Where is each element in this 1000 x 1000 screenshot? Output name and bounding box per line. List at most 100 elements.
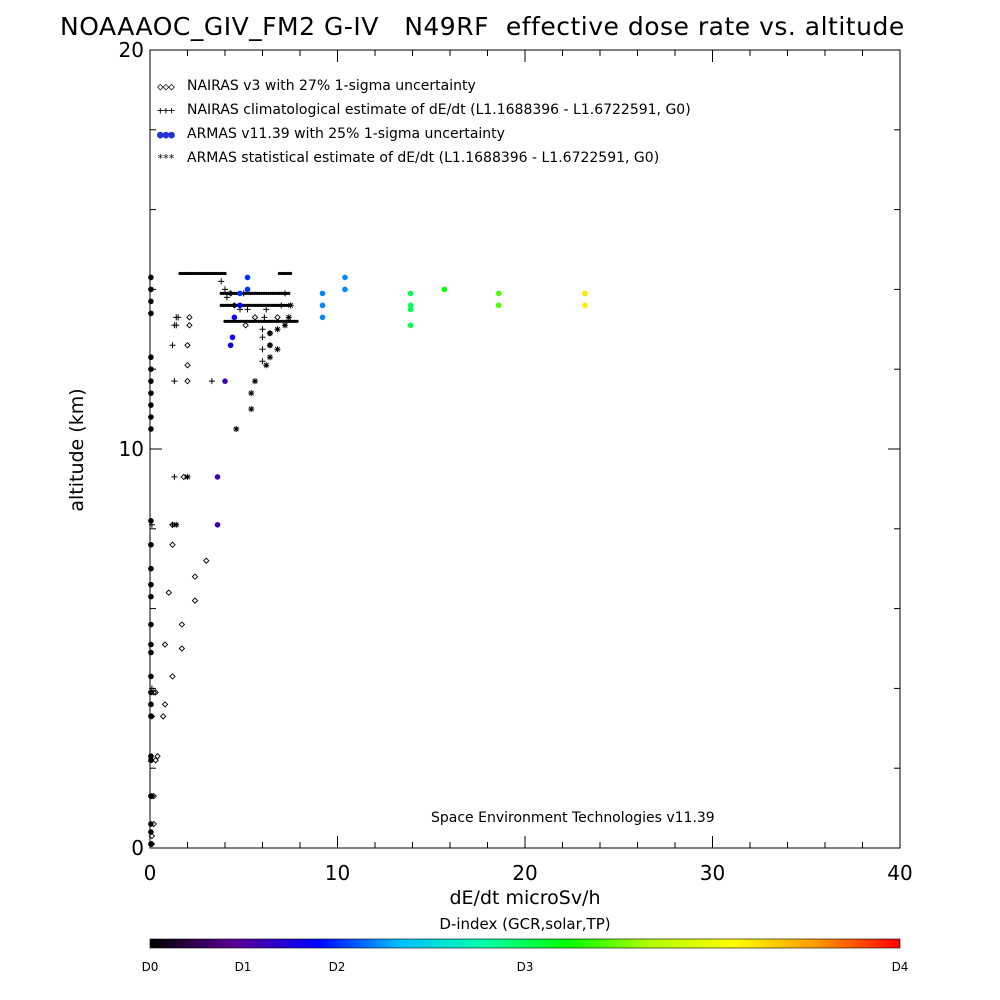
row-marker: [260, 291, 264, 295]
row-marker: [282, 271, 286, 276]
row-marker: [275, 291, 280, 295]
row-marker: [189, 271, 193, 276]
row-marker: [272, 319, 277, 323]
nairas-point: [169, 673, 176, 680]
armas-point: [148, 673, 154, 680]
row-marker: [243, 319, 247, 323]
armas-point: [148, 821, 154, 827]
row-marker: [284, 271, 288, 276]
armas-stat-point: [263, 362, 270, 369]
armas-point: [407, 306, 414, 313]
armas-stat-point: [252, 378, 258, 385]
armas-point: [214, 522, 221, 528]
row-marker: [226, 303, 230, 307]
row-marker: [221, 291, 226, 295]
nairas-clim-point: [223, 294, 230, 301]
nairas-point: [242, 322, 249, 329]
row-marker: [253, 291, 257, 295]
row-marker: [264, 291, 268, 295]
armas-stat-point: [274, 346, 281, 353]
armas-point: [244, 286, 251, 293]
row-marker: [261, 319, 265, 323]
row-marker: [230, 319, 234, 323]
nairas-point: [178, 621, 186, 628]
row-marker: [248, 319, 252, 323]
row-marker: [187, 271, 191, 276]
armas-point: [495, 302, 502, 309]
row-marker: [207, 271, 211, 276]
legend-symbol: ●●●: [157, 127, 175, 141]
armas-point: [148, 286, 154, 293]
armas-point: [319, 290, 326, 297]
row-marker: [221, 271, 225, 276]
armas-point: [495, 290, 502, 297]
armas-point: [148, 829, 154, 835]
colorbar-tick-label: D3: [517, 960, 534, 974]
nairas-clim-point: [208, 378, 215, 385]
armas-point: [441, 286, 448, 293]
row-marker: [260, 303, 264, 307]
row-marker: [262, 303, 266, 307]
nairas-point: [161, 641, 169, 648]
row-marker: [214, 271, 218, 276]
row-marker: [269, 303, 273, 307]
armas-point: [148, 713, 154, 720]
nairas-clim-point: [171, 473, 178, 480]
armas-point: [148, 841, 154, 847]
axis-ticks: [149, 49, 901, 849]
row-marker: [252, 319, 256, 323]
armas-point: [148, 641, 154, 648]
x-tick-label: 20: [512, 861, 537, 885]
row-marker: [269, 291, 273, 295]
armas-point: [148, 541, 154, 548]
row-marker: [244, 303, 248, 307]
nairas-point: [274, 314, 281, 321]
row-marker: [295, 319, 299, 323]
legend-item-nairas-clim: +++ NAIRAS climatological estimate of dE…: [157, 98, 691, 122]
row-marker: [242, 303, 246, 307]
row-marker: [288, 319, 292, 323]
row-marker: [232, 319, 236, 323]
row-marker: [218, 271, 223, 276]
armas-stat-point: [184, 473, 191, 480]
row-marker: [198, 271, 202, 276]
nairas-point: [186, 322, 193, 329]
armas-point: [148, 426, 154, 432]
nairas-point: [154, 752, 161, 760]
row-marker: [248, 303, 253, 307]
legend-symbol: ***: [157, 151, 175, 165]
legend-symbol: ◇◇◇: [157, 79, 175, 93]
x-axis-label: dE/dt microSv/h: [449, 887, 601, 909]
armas-point: [231, 314, 238, 321]
legend-label: ARMAS statistical estimate of dE/dt (L1.…: [187, 150, 660, 166]
row-marker: [257, 319, 261, 323]
armas-point: [148, 518, 154, 524]
nairas-point: [159, 713, 167, 720]
armas-point: [237, 290, 243, 297]
nairas-point: [231, 302, 238, 309]
nairas-point: [152, 756, 159, 764]
y-axis-label: altitude (km): [66, 388, 88, 512]
row-marker: [205, 271, 209, 276]
legend: ◇◇◇ NAIRAS v3 with 27% 1-sigma uncertain…: [157, 74, 691, 170]
armas-point: [582, 290, 588, 297]
armas-point: [148, 757, 154, 764]
row-marker: [219, 303, 223, 307]
colorbar-gradient: [149, 938, 901, 949]
row-marker: [253, 303, 257, 307]
data-row-segments: [178, 271, 299, 323]
legend-symbol: +++: [157, 103, 175, 117]
row-marker: [246, 303, 250, 307]
nairas-clim-point: [259, 334, 266, 341]
row-marker: [224, 303, 228, 307]
row-marker: [245, 319, 250, 323]
y-tick-label: 10: [119, 437, 144, 461]
armas-stat-point: [267, 330, 273, 337]
armas-point: [148, 402, 154, 408]
nairas-clim-point: [259, 358, 266, 365]
row-marker: [178, 271, 182, 276]
row-marker: [250, 319, 254, 323]
armas-stat-point: [274, 326, 281, 333]
armas-point: [148, 701, 154, 708]
